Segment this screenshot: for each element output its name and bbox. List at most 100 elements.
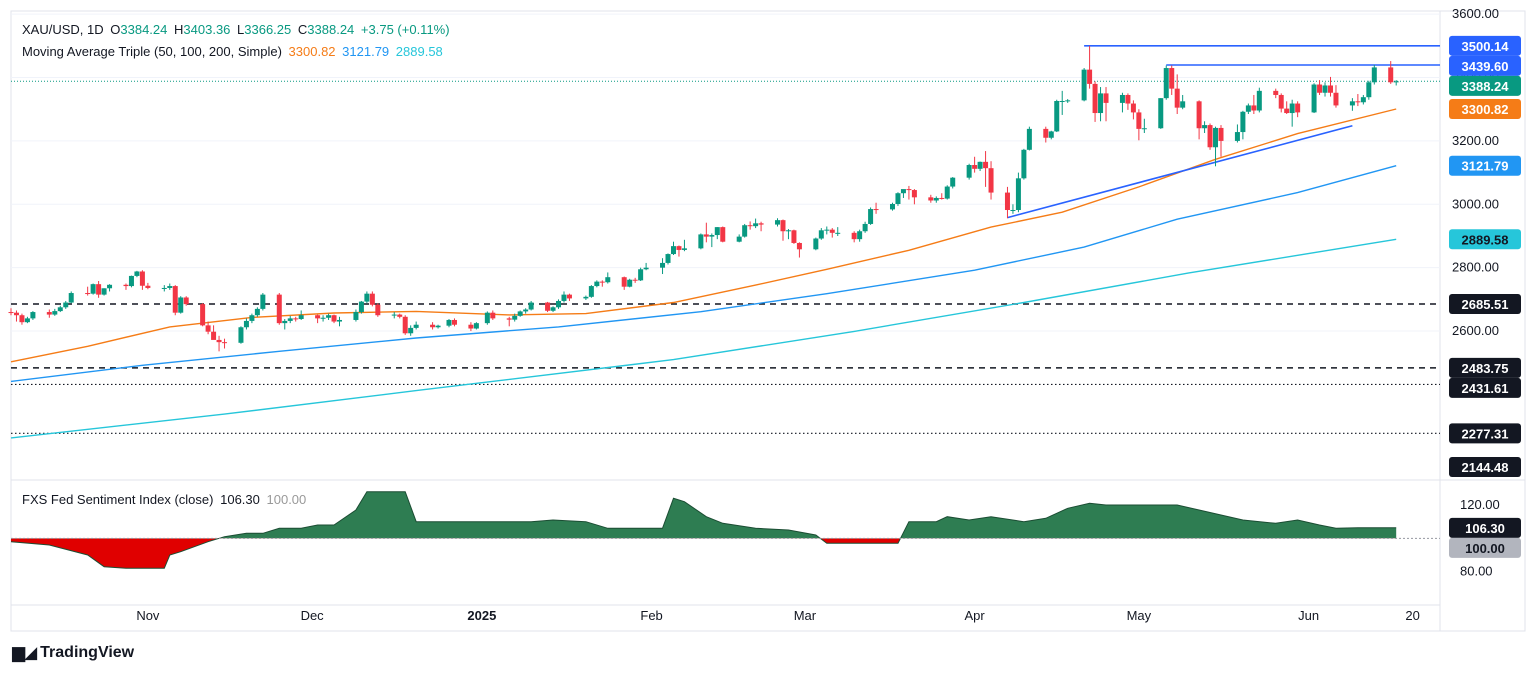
candle[interactable] xyxy=(249,313,255,324)
candle[interactable] xyxy=(1169,65,1175,95)
candle-body[interactable] xyxy=(1092,83,1098,114)
time-axis[interactable]: Nov Dec 2025 Feb Mar Apr May Jun 20 xyxy=(136,608,1420,623)
candle-body[interactable] xyxy=(512,315,518,320)
candle[interactable] xyxy=(1349,98,1355,111)
candle[interactable] xyxy=(747,221,753,230)
candle[interactable] xyxy=(216,335,222,352)
candle[interactable] xyxy=(1015,172,1021,213)
candle-body[interactable] xyxy=(670,246,676,255)
candle[interactable] xyxy=(315,314,321,324)
candle-body[interactable] xyxy=(1240,111,1246,133)
candle[interactable] xyxy=(698,233,704,250)
candle[interactable] xyxy=(545,301,551,313)
candle-body[interactable] xyxy=(1366,82,1372,98)
candle[interactable] xyxy=(222,338,228,349)
candle[interactable] xyxy=(1065,99,1071,103)
candle[interactable] xyxy=(1202,121,1208,134)
candle-body[interactable] xyxy=(1098,93,1104,114)
candle-body[interactable] xyxy=(315,315,321,319)
candle[interactable] xyxy=(523,308,529,314)
candle[interactable] xyxy=(824,226,830,235)
candle-body[interactable] xyxy=(68,293,74,303)
candle[interactable] xyxy=(1245,103,1251,114)
candle[interactable] xyxy=(1180,94,1186,110)
candle[interactable] xyxy=(128,275,134,288)
candle-body[interactable] xyxy=(1278,94,1284,109)
candle[interactable] xyxy=(353,309,359,322)
candle[interactable] xyxy=(276,293,282,325)
price-axis[interactable]: 3600.003400.003200.003000.002800.002600.… xyxy=(1452,6,1500,578)
candle-body[interactable] xyxy=(857,231,863,240)
candle[interactable] xyxy=(101,288,107,296)
candle-body[interactable] xyxy=(517,311,523,316)
candle-body[interactable] xyxy=(523,309,529,312)
candle[interactable] xyxy=(1360,94,1366,105)
candle-body[interactable] xyxy=(1163,68,1169,99)
candle[interactable] xyxy=(1087,45,1093,89)
candle[interactable] xyxy=(873,202,879,214)
candle-body[interactable] xyxy=(818,230,824,239)
candle[interactable] xyxy=(528,300,534,311)
candle-body[interactable] xyxy=(1327,85,1333,93)
candle[interactable] xyxy=(473,322,479,330)
candle-body[interactable] xyxy=(528,302,534,310)
candle[interactable] xyxy=(123,283,129,290)
candle-body[interactable] xyxy=(172,286,178,313)
candle[interactable] xyxy=(1098,87,1104,122)
candle-body[interactable] xyxy=(785,230,791,232)
tradingview-logo[interactable]: ▆◢ TradingView xyxy=(12,643,134,663)
candle[interactable] xyxy=(320,315,326,322)
candle-body[interactable] xyxy=(468,324,474,329)
candle[interactable] xyxy=(1366,80,1372,100)
candle[interactable] xyxy=(1163,65,1169,100)
candle-body[interactable] xyxy=(1054,100,1060,132)
candlesticks[interactable] xyxy=(8,45,1399,352)
candle-body[interactable] xyxy=(1251,105,1257,111)
candle-body[interactable] xyxy=(1218,127,1224,141)
candle[interactable] xyxy=(331,314,337,324)
candle-body[interactable] xyxy=(736,236,742,242)
candle[interactable] xyxy=(134,270,140,278)
candle-body[interactable] xyxy=(813,238,819,250)
candle[interactable] xyxy=(660,258,666,275)
candle-body[interactable] xyxy=(107,284,113,289)
candle-body[interactable] xyxy=(1317,84,1323,93)
candle[interactable] xyxy=(868,207,874,225)
candle[interactable] xyxy=(85,286,91,296)
candle[interactable] xyxy=(1218,125,1224,157)
candle[interactable] xyxy=(435,324,441,329)
candle-body[interactable] xyxy=(287,318,293,321)
candle-body[interactable] xyxy=(1284,108,1290,114)
candle-body[interactable] xyxy=(594,281,600,287)
candle-body[interactable] xyxy=(851,232,857,240)
candle[interactable] xyxy=(972,156,978,173)
candle[interactable] xyxy=(375,303,381,317)
candle[interactable] xyxy=(1355,94,1361,107)
candle-body[interactable] xyxy=(627,279,633,287)
candle[interactable] xyxy=(1130,100,1136,120)
candle[interactable] xyxy=(703,222,709,243)
candle-body[interactable] xyxy=(90,284,96,294)
candle-body[interactable] xyxy=(1333,92,1339,106)
candle-body[interactable] xyxy=(972,165,978,169)
candle[interactable] xyxy=(906,185,912,200)
candle-body[interactable] xyxy=(1010,210,1016,212)
candle-body[interactable] xyxy=(911,190,917,198)
candle[interactable] xyxy=(1059,90,1065,115)
candle[interactable] xyxy=(556,299,562,309)
candle-body[interactable] xyxy=(183,297,189,305)
candle[interactable] xyxy=(178,296,184,314)
candle-body[interactable] xyxy=(632,279,638,281)
candle-body[interactable] xyxy=(928,197,934,201)
candle[interactable] xyxy=(851,231,857,243)
candle-body[interactable] xyxy=(599,281,605,283)
candle-body[interactable] xyxy=(1289,103,1295,114)
candle[interactable] xyxy=(139,270,145,290)
candle[interactable] xyxy=(205,321,211,335)
candle[interactable] xyxy=(933,196,939,203)
candle-body[interactable] xyxy=(1213,127,1219,148)
candle[interactable] xyxy=(287,315,293,324)
candle-body[interactable] xyxy=(134,271,140,276)
candle[interactable] xyxy=(282,319,288,330)
candle[interactable] xyxy=(928,194,934,203)
